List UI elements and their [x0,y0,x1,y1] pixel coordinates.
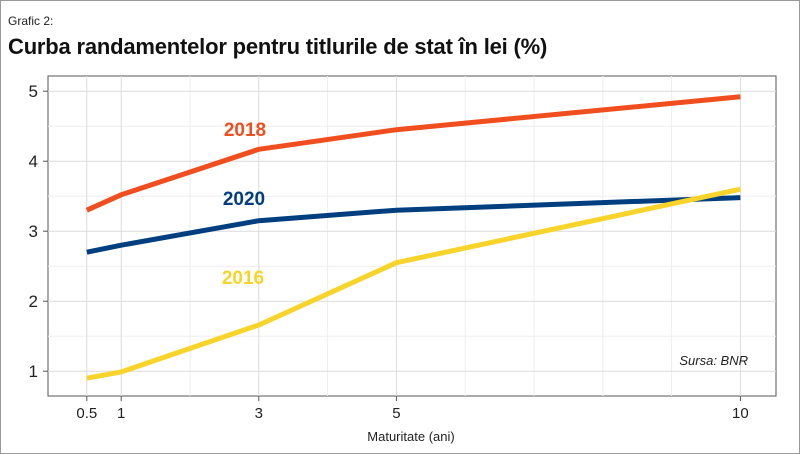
series-label-2020: 2020 [223,189,265,210]
plot-area [47,75,777,397]
source-note: Sursa: BNR [679,353,748,368]
series-labels: 2018 2020 2016 [222,120,266,289]
x-tick-label: 3 [255,405,263,422]
axis-tick-labels: 0.5 1 3 5 10 1 2 3 4 5 [29,82,749,422]
series-lines [85,94,741,381]
y-tick-label: 4 [29,152,38,171]
y-tick-label: 5 [29,82,38,101]
series-label-2018: 2018 [224,120,266,141]
x-tick-label: 0.5 [76,405,97,422]
series-line-2020 [86,195,741,255]
series-line-2016 [86,186,741,381]
y-tick-label: 1 [29,362,38,381]
y-tick-label: 2 [29,292,38,311]
figure-label: Grafic 2: [8,14,54,28]
y-tick-label: 3 [29,222,38,241]
series-line-2018 [85,94,741,213]
chart-title: Curba randamentelor pentru titlurile de … [8,34,548,59]
grid-lines [48,76,776,396]
x-tick-label: 5 [392,405,400,422]
x-axis-title: Maturitate (ani) [367,429,454,444]
series-label-2016: 2016 [222,268,264,289]
x-tick-label: 1 [117,405,125,422]
x-tick-label: 10 [732,405,749,422]
